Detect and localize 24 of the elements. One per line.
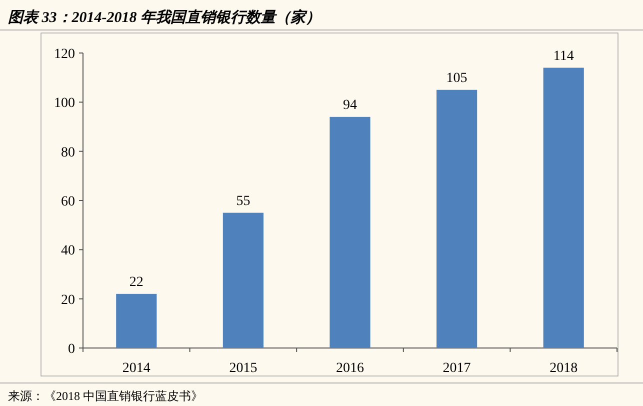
x-tick-label: 2018: [550, 361, 578, 376]
chart-title: 图表 33：2014-2018 年我国直销银行数量（家）: [8, 8, 320, 26]
data-label: 55: [236, 194, 250, 209]
x-tick-label: 2016: [336, 361, 364, 376]
data-label: 105: [446, 70, 468, 86]
bar: [436, 90, 478, 348]
bar: [222, 212, 264, 348]
y-tick-label: 60: [61, 194, 75, 210]
bar: [543, 68, 584, 348]
y-tick-label: 20: [61, 292, 75, 308]
x-tick-label: 2015: [229, 361, 258, 376]
data-label: 94: [343, 98, 357, 113]
y-tick-label: 0: [68, 342, 75, 357]
y-tick-label: 40: [61, 244, 75, 259]
x-tick-label: 2017: [442, 361, 471, 376]
y-tick-label: 120: [54, 47, 75, 62]
source-note: 来源：《2018 中国直销银行蓝皮书》: [8, 389, 203, 403]
x-tick-label: 2014: [122, 361, 150, 376]
y-tick-label: 80: [61, 145, 75, 160]
bar: [330, 116, 370, 348]
bar: [116, 294, 157, 348]
data-label: 22: [129, 274, 144, 290]
data-label: 114: [553, 48, 574, 64]
y-tick-label: 100: [54, 96, 75, 112]
